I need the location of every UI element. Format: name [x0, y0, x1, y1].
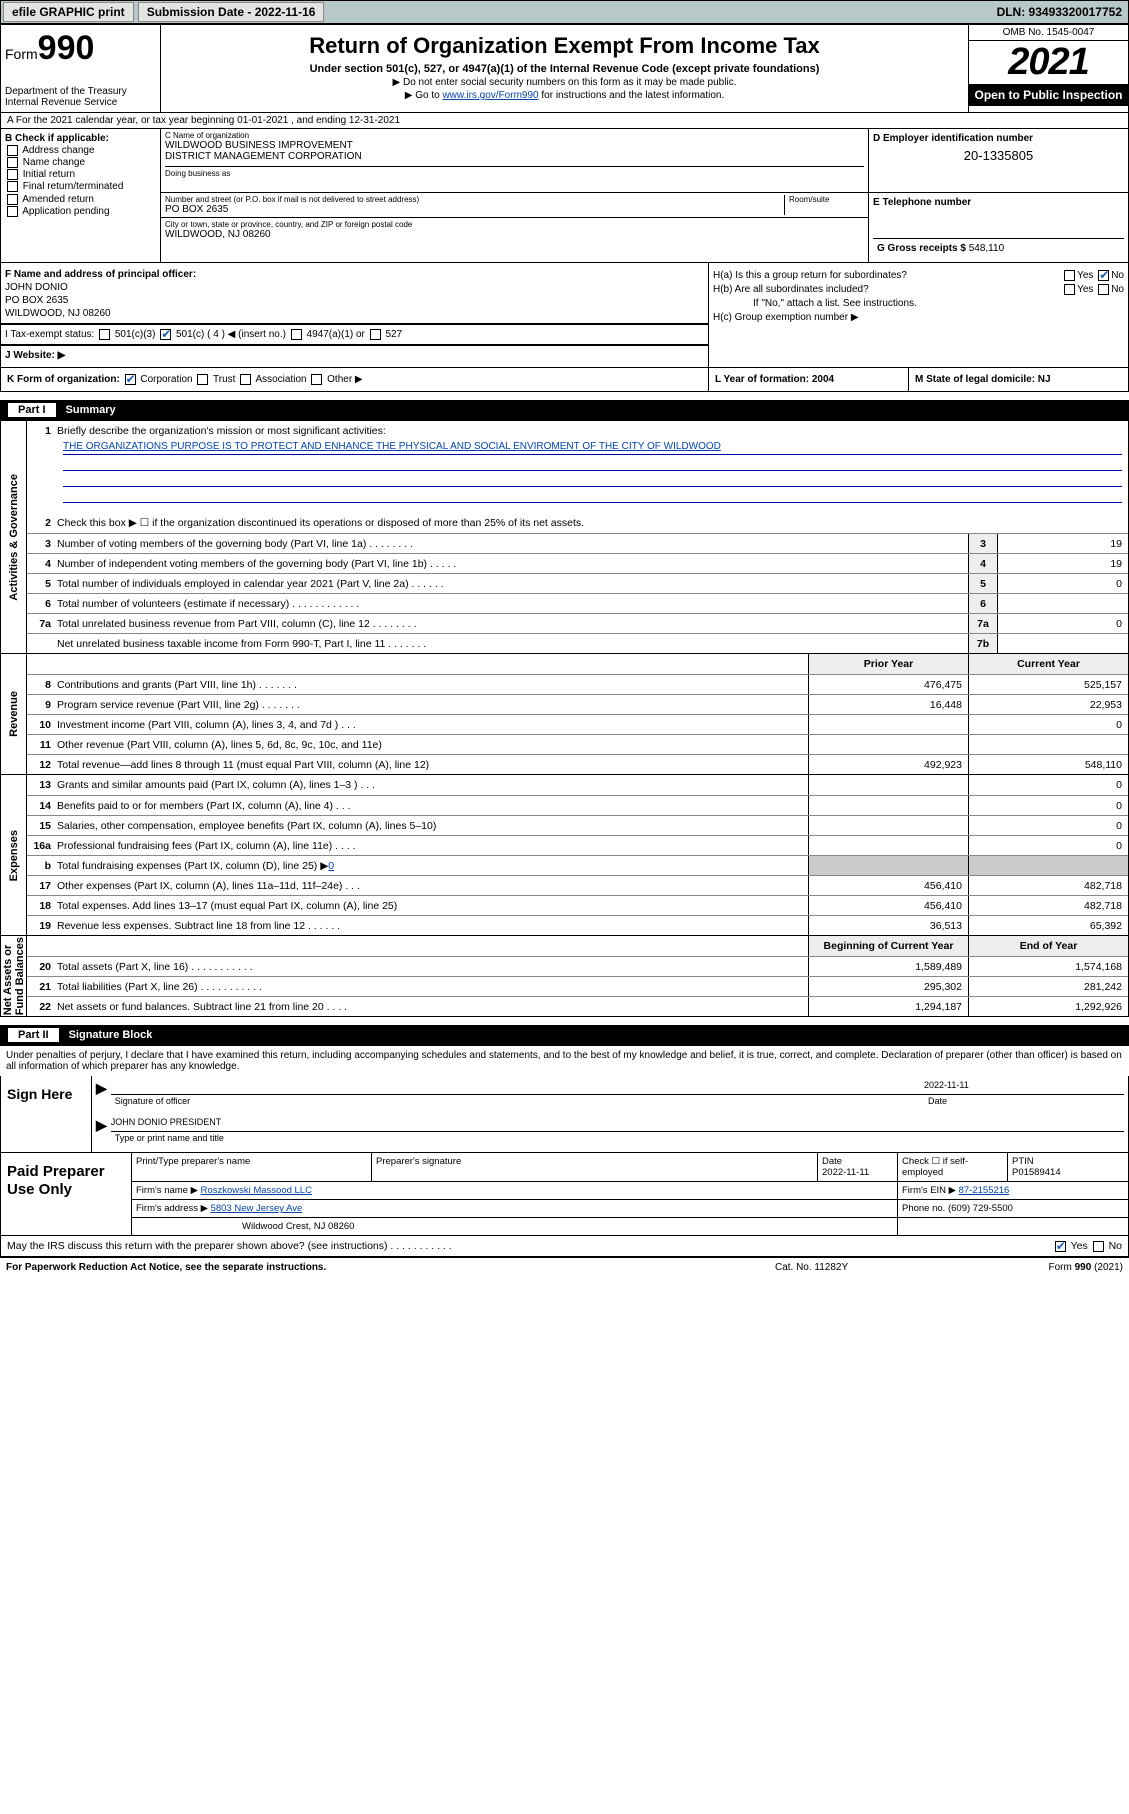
form-note-link: ▶ Go to www.irs.gov/Form990 for instruct… — [165, 90, 964, 101]
part1-header: Part ISummary — [0, 400, 1129, 420]
org-name: C Name of organization WILDWOOD BUSINESS… — [161, 129, 868, 192]
page-footer: For Paperwork Reduction Act Notice, see … — [0, 1257, 1129, 1277]
sign-here: Sign Here ▶ 2022-11-11 Signature of offi… — [0, 1076, 1129, 1153]
org-street: PO BOX 2635 — [165, 204, 784, 215]
form-subtitle: Under section 501(c), 527, or 4947(a)(1)… — [165, 63, 964, 75]
row-a-taxyear: A For the 2021 calendar year, or tax yea… — [0, 113, 1129, 129]
submission-date-button[interactable]: Submission Date - 2022-11-16 — [138, 2, 325, 22]
block-f-to-j: F Name and address of principal officer:… — [0, 263, 1129, 368]
discuss-yes-checkbox[interactable] — [1055, 1241, 1066, 1252]
efile-button[interactable]: efile GRAPHIC print — [3, 2, 134, 22]
tax-year: 2021 — [969, 41, 1128, 84]
col-d-ein: D Employer identification number 20-1335… — [868, 129, 1128, 192]
dept-label: Department of the Treasury Internal Reve… — [5, 86, 156, 108]
form-header: Form990 Department of the Treasury Inter… — [0, 24, 1129, 113]
open-inspection: Open to Public Inspection — [969, 84, 1128, 106]
summary-netassets: Net Assets or Fund Balances Beginning of… — [0, 936, 1129, 1017]
signer-name: JOHN DONIO PRESIDENT — [111, 1117, 1124, 1127]
penalty-text: Under penalties of perjury, I declare th… — [0, 1045, 1129, 1076]
summary-expenses: Expenses 13Grants and similar amounts pa… — [0, 775, 1129, 936]
discuss-row: May the IRS discuss this return with the… — [0, 1236, 1129, 1257]
topbar: efile GRAPHIC print Submission Date - 20… — [0, 0, 1129, 24]
firm-ein-link[interactable]: 87-2155216 — [959, 1185, 1010, 1196]
firm-addr-link[interactable]: 5803 New Jersey Ave — [211, 1203, 303, 1214]
dln-label: DLN: 93493320017752 — [991, 5, 1128, 19]
part2-header: Part IISignature Block — [0, 1025, 1129, 1045]
mission-text[interactable]: THE ORGANIZATIONS PURPOSE IS TO PROTECT … — [63, 441, 1122, 455]
form-title: Return of Organization Exempt From Incom… — [165, 33, 964, 59]
form-number: Form990 — [5, 29, 156, 68]
tax-status-501c-checkbox[interactable] — [160, 329, 171, 340]
row-k: K Form of organization: Corporation Trus… — [0, 368, 1129, 392]
paid-preparer: Paid Preparer Use Only Print/Type prepar… — [0, 1153, 1129, 1236]
form-org-corp-checkbox[interactable] — [125, 374, 136, 385]
group-return-no-checkbox[interactable] — [1098, 270, 1109, 281]
summary-revenue: Revenue Prior YearCurrent Year 8Contribu… — [0, 654, 1129, 775]
officer-name: JOHN DONIO — [5, 282, 704, 293]
summary-activities: Activities & Governance 1Briefly describ… — [0, 420, 1129, 654]
block-b-to-g: B Check if applicable: Address change Na… — [0, 129, 1129, 263]
omb-number: OMB No. 1545-0047 — [969, 25, 1128, 41]
irs-link[interactable]: www.irs.gov/Form990 — [442, 90, 538, 101]
form-note-ssn: ▶ Do not enter social security numbers o… — [165, 77, 964, 88]
firm-name-link[interactable]: Roszkowski Massood LLC — [201, 1185, 312, 1196]
col-b: B Check if applicable: Address change Na… — [1, 129, 161, 262]
fundraising-link[interactable]: 0 — [328, 860, 334, 872]
col-e-phone: E Telephone number G Gross receipts $ 54… — [868, 193, 1128, 262]
org-city: WILDWOOD, NJ 08260 — [165, 229, 864, 240]
